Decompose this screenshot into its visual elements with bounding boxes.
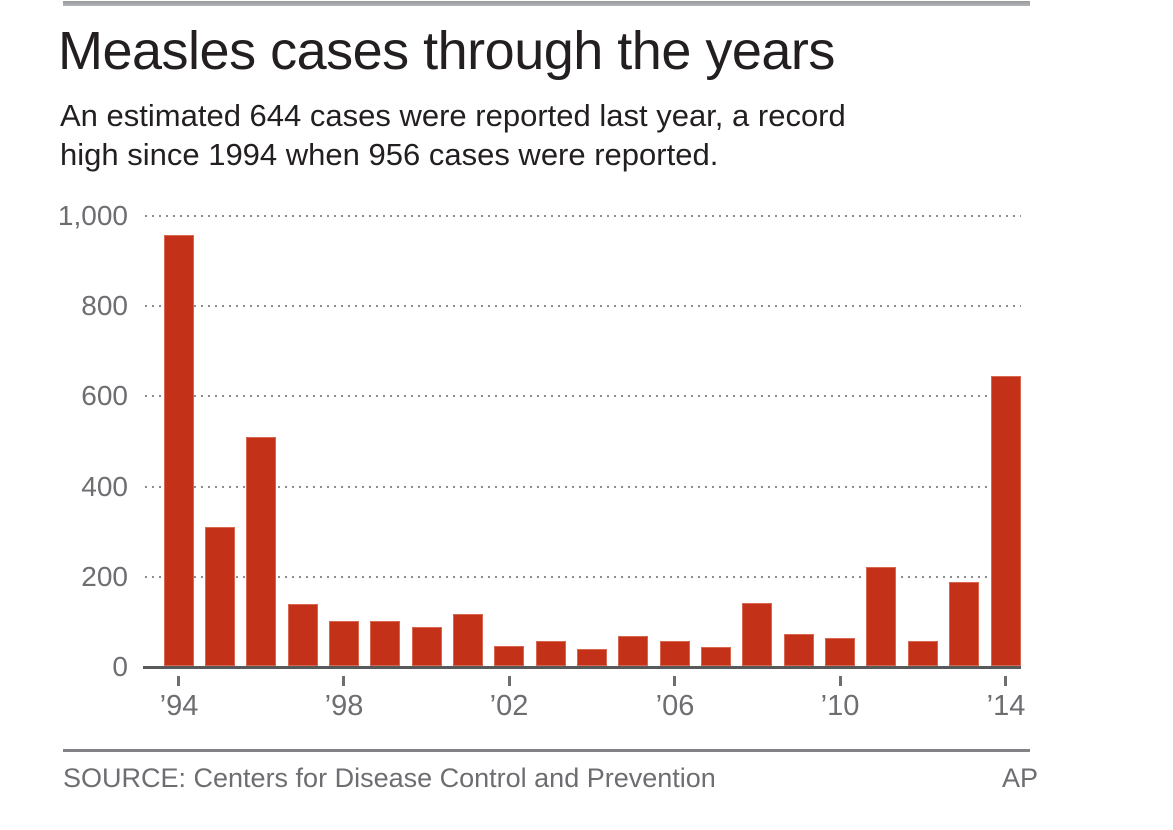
bar-2006 <box>660 641 690 666</box>
bar-2012 <box>908 641 938 666</box>
gridline-400 <box>145 486 1021 488</box>
bar-2002 <box>494 646 524 666</box>
bar-2003 <box>536 641 566 666</box>
bar-1996 <box>246 437 276 666</box>
x-tick-2002 <box>508 676 511 686</box>
bar-2001 <box>453 614 483 666</box>
y-axis-label-400: 400 <box>81 471 128 502</box>
footer: SOURCE: Centers for Disease Control and … <box>63 762 1038 794</box>
y-axis-label-200: 200 <box>81 561 128 592</box>
x-axis-label-1998: ’98 <box>324 690 364 722</box>
y-axis-label-0: 0 <box>112 651 128 682</box>
x-axis-label-1994: ’94 <box>159 690 199 722</box>
gridline-600 <box>145 395 1021 397</box>
bar-2011 <box>866 567 896 666</box>
bar-1998 <box>329 621 359 666</box>
bar-2000 <box>412 627 442 666</box>
bar-1994 <box>164 235 194 666</box>
x-tick-2010 <box>839 676 842 686</box>
ap-credit: AP <box>1001 763 1038 793</box>
x-tick-2006 <box>673 676 676 686</box>
chart-title: Measles cases through the years <box>58 21 835 81</box>
top-accent-bar <box>63 1 1030 6</box>
bar-2014 <box>991 376 1021 666</box>
source-text: SOURCE: Centers for Disease Control and … <box>63 763 716 793</box>
bar-2010 <box>825 638 855 666</box>
bar-2004 <box>577 649 607 666</box>
bar-2009 <box>784 634 814 666</box>
footer-divider <box>63 749 1030 752</box>
y-axis-label-600: 600 <box>81 380 128 411</box>
x-axis-label-2002: ’02 <box>489 690 529 722</box>
bar-1997 <box>288 604 318 666</box>
bar-2013 <box>949 582 979 666</box>
gridline-800 <box>145 305 1021 307</box>
chart-subtitle: An estimated 644 cases were reported las… <box>60 96 846 174</box>
x-axis-label-2010: ’10 <box>820 690 860 722</box>
gridline-200 <box>145 576 1021 578</box>
bar-2005 <box>618 636 648 666</box>
gridline-1000 <box>145 215 1021 217</box>
y-axis-label-800: 800 <box>81 290 128 321</box>
y-axis-label-1000: 1,000 <box>57 200 128 231</box>
x-tick-1998 <box>342 676 345 686</box>
x-axis-label-2014: ’14 <box>986 690 1026 722</box>
x-axis-line <box>143 666 1021 669</box>
bar-2007 <box>701 647 731 666</box>
x-axis-label-2006: ’06 <box>655 690 695 722</box>
x-tick-1994 <box>177 676 180 686</box>
bar-1999 <box>370 621 400 666</box>
bar-2008 <box>742 603 772 666</box>
x-tick-2014 <box>1004 676 1007 686</box>
subtitle-line-2: high since 1994 when 956 cases were repo… <box>60 137 719 172</box>
bar-1995 <box>205 527 235 666</box>
subtitle-line-1: An estimated 644 cases were reported las… <box>60 98 846 133</box>
